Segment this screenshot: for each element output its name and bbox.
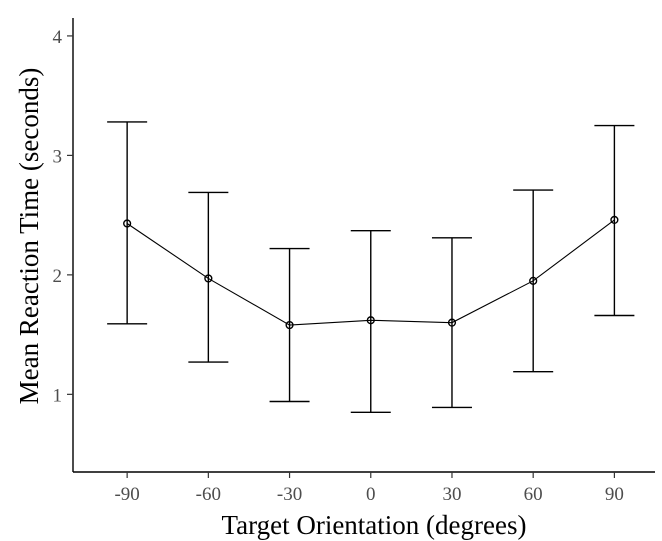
- y-axis-title: Mean Reaction Time (seconds): [14, 68, 44, 405]
- y-tick-label: 4: [53, 27, 63, 48]
- y-tick-label: 3: [53, 146, 63, 167]
- axes: [72, 18, 655, 473]
- data-point: [123, 219, 132, 228]
- series-lines: [126, 219, 615, 326]
- ticks: -90 -60 -30 0 30 60 90 1 2 3 4: [53, 27, 624, 505]
- data-point: [529, 276, 538, 285]
- y-tick-label: 2: [53, 266, 63, 287]
- error-bars: [107, 121, 635, 413]
- x-axis-title: Target Orientation (degrees): [222, 510, 527, 540]
- data-point: [610, 215, 619, 225]
- x-tick-label: 30: [442, 484, 461, 505]
- x-tick-label: 0: [366, 484, 376, 505]
- x-tick-label: 90: [605, 484, 624, 505]
- data-point: [204, 274, 213, 283]
- x-tick-label: -60: [196, 484, 221, 505]
- data-point: [447, 318, 457, 327]
- data-point: [366, 316, 375, 325]
- series-line: [126, 219, 615, 326]
- x-tick-label: -90: [114, 484, 139, 505]
- x-tick-label: 60: [524, 484, 543, 505]
- x-tick-label: -30: [277, 484, 302, 505]
- data-points: [123, 215, 619, 330]
- y-tick-label: 1: [53, 385, 63, 406]
- data-point: [285, 320, 294, 330]
